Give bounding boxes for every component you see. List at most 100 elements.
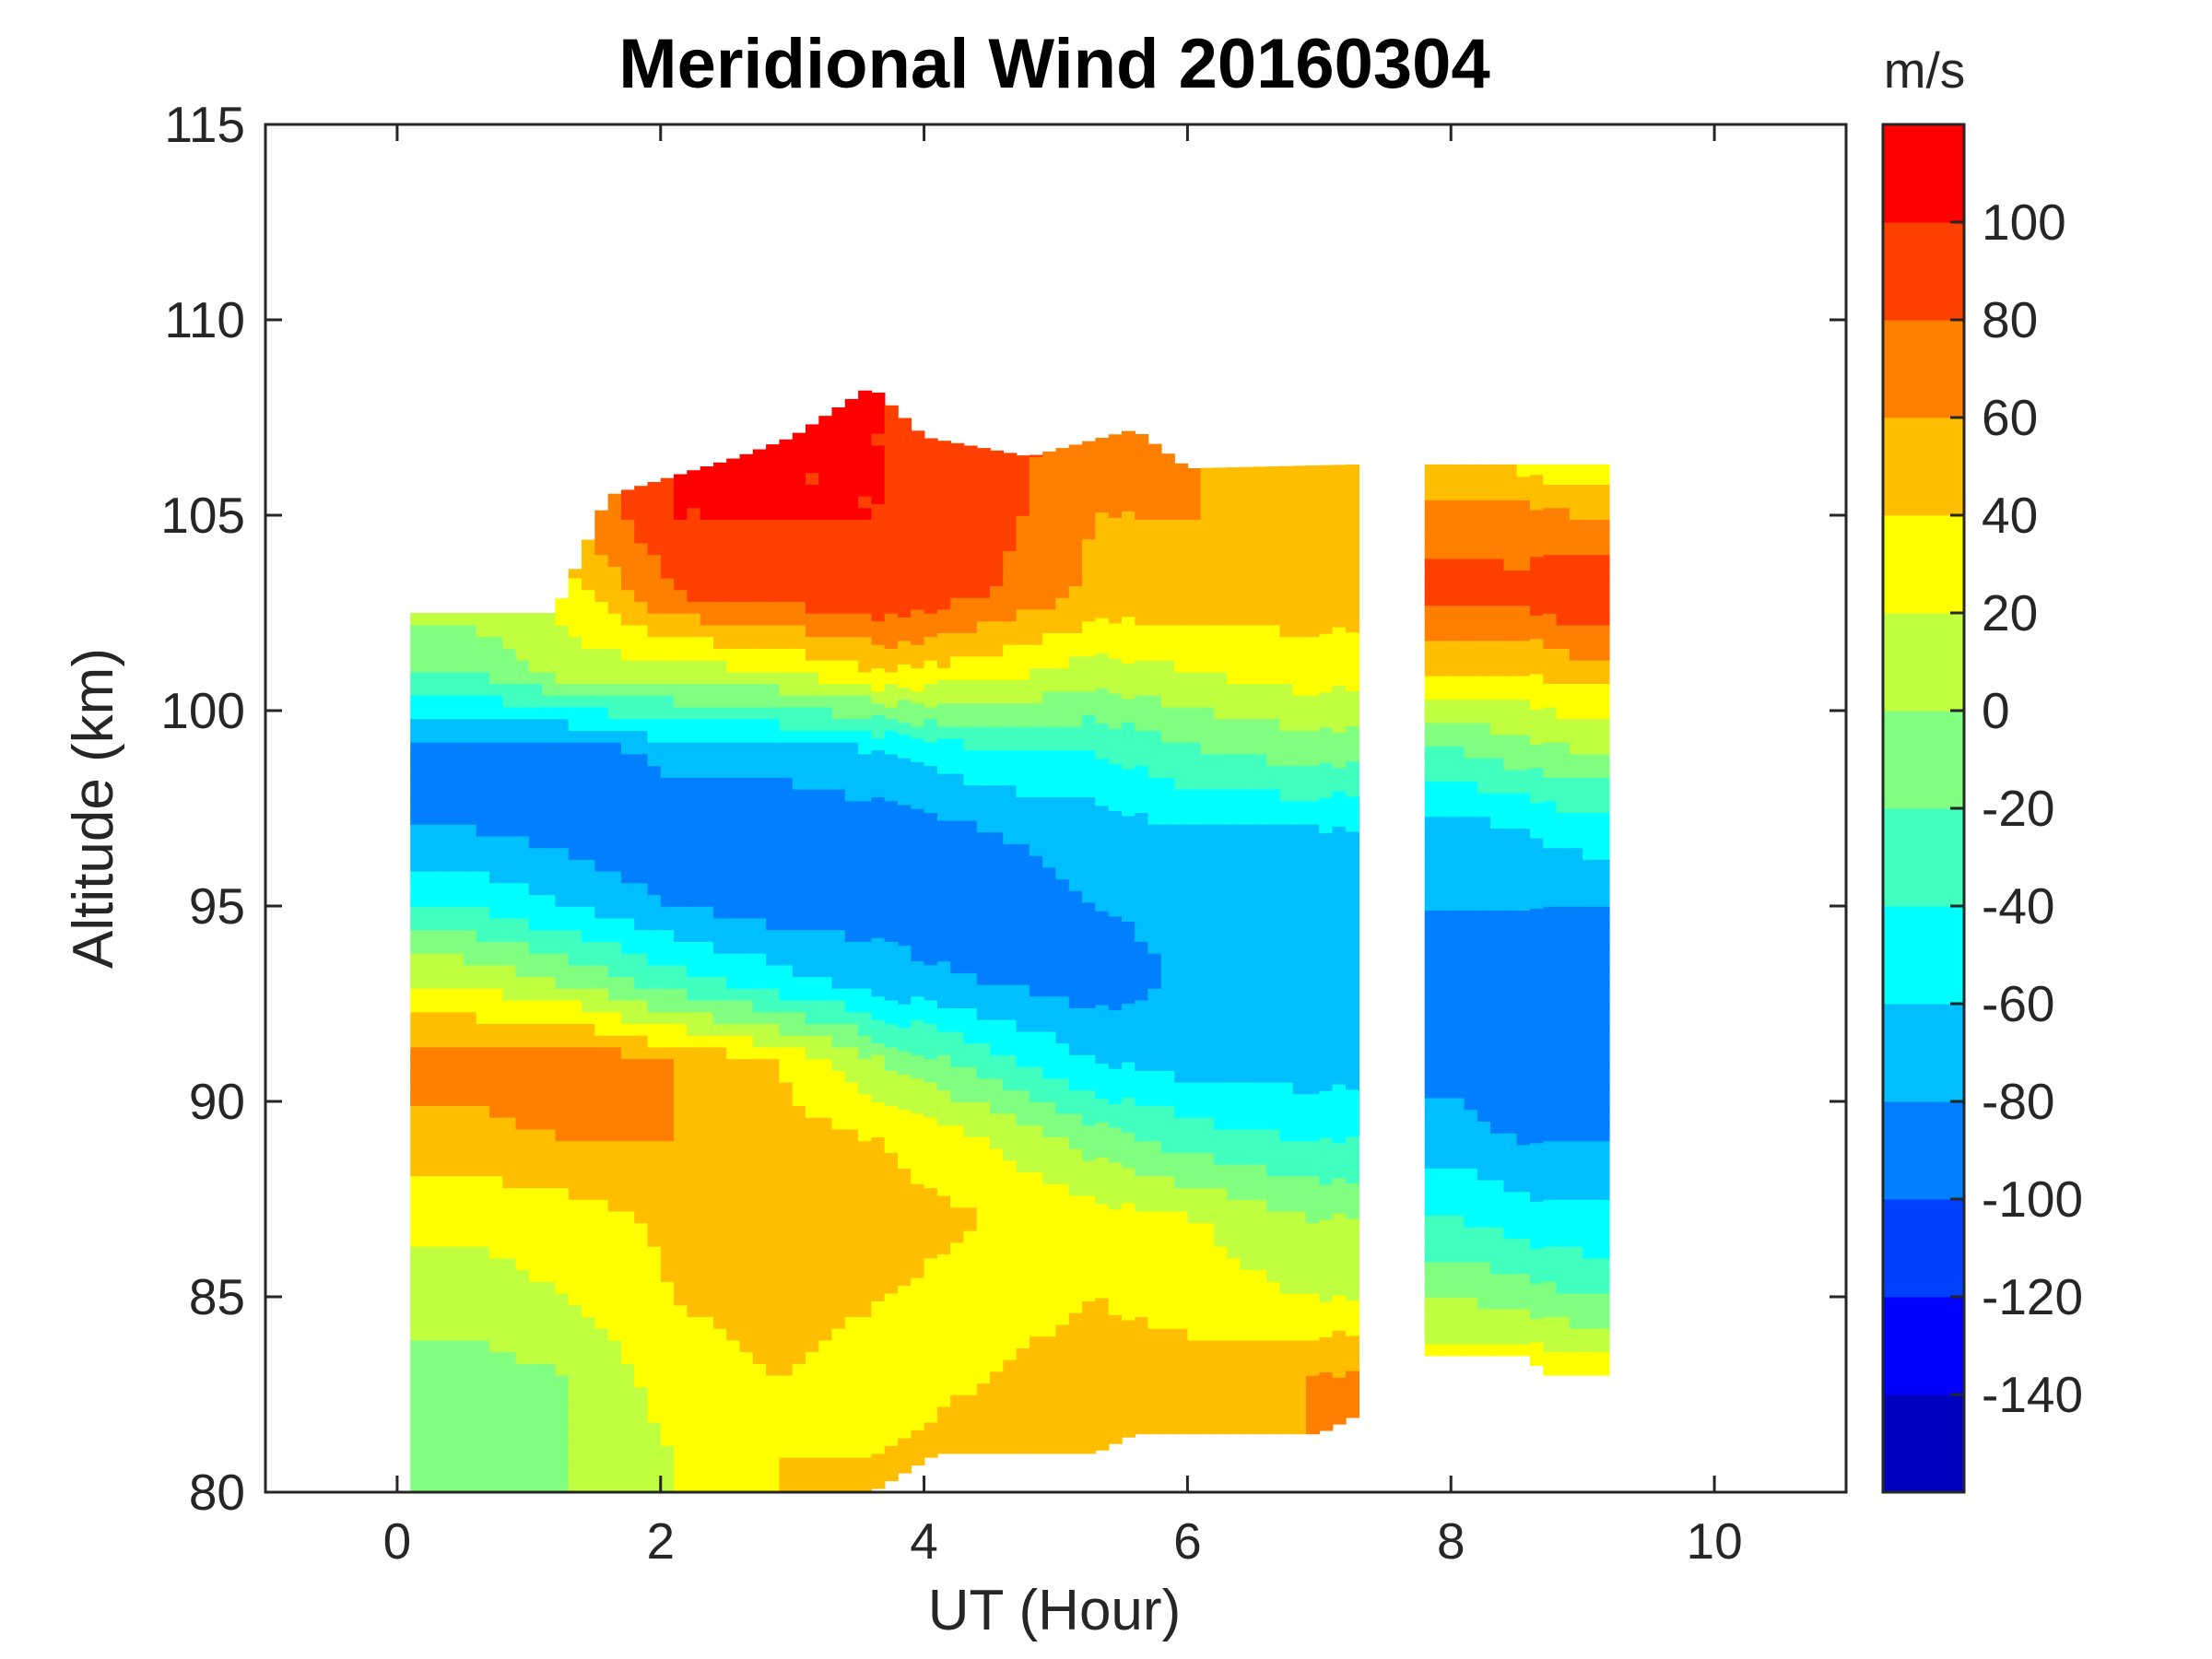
contour-cell: [858, 1234, 873, 1247]
contour-cell: [1108, 1079, 1123, 1093]
contour-cell: [884, 870, 899, 884]
contour-cell: [410, 1245, 425, 1259]
contour-cell: [502, 1245, 517, 1259]
contour-cell: [436, 1117, 451, 1130]
contour-cell: [818, 1011, 833, 1024]
contour-cell: [924, 1117, 938, 1130]
contour-cell: [884, 519, 899, 532]
contour-cell: [463, 1292, 477, 1306]
contour-cell: [568, 1046, 582, 1060]
contour-cell: [792, 432, 806, 438]
contour-cell: [1042, 1335, 1057, 1348]
contour-cell: [858, 1351, 873, 1364]
contour-cell: [779, 1456, 794, 1470]
contour-cell: [871, 1101, 886, 1114]
contour-cell: [489, 1410, 504, 1423]
contour-cell: [963, 972, 978, 985]
contour-cell: [647, 1140, 662, 1153]
contour-cell: [660, 1304, 675, 1317]
contour-cell: [1016, 1019, 1030, 1032]
contour-cell: [766, 531, 781, 544]
contour-cell: [844, 929, 859, 942]
contour-cell: [726, 1222, 741, 1235]
contour-cell: [1003, 1183, 1018, 1196]
contour-cell: [674, 906, 688, 919]
contour-cell: [1147, 1281, 1162, 1294]
contour-cell: [1029, 1077, 1043, 1091]
contour-cell: [950, 632, 965, 645]
contour-cell: [752, 1105, 767, 1118]
contour-cell: [792, 753, 806, 767]
contour-cell: [858, 448, 873, 462]
contour-cell: [568, 648, 582, 661]
contour-cell: [779, 613, 794, 626]
contour-cell: [515, 695, 530, 708]
contour-cell: [1068, 1218, 1083, 1231]
contour-cell: [871, 585, 886, 598]
contour-cell: [884, 847, 899, 860]
contour-cell: [779, 484, 794, 497]
contour-cell: [818, 416, 833, 427]
contour-cell: [844, 765, 859, 778]
contour-cell: [871, 503, 886, 516]
contour-cell: [1082, 479, 1097, 493]
contour-cell: [542, 695, 557, 708]
contour-cell: [726, 1234, 741, 1247]
contour-cell: [976, 819, 991, 833]
contour-cell: [1068, 479, 1083, 493]
contour-cell: [515, 659, 530, 673]
contour-cell: [423, 1456, 438, 1470]
contour-cell: [792, 730, 806, 743]
contour-cell: [792, 448, 806, 462]
contour-cell: [1016, 632, 1030, 645]
contour-cell: [1147, 1351, 1162, 1364]
contour-cell: [700, 1222, 714, 1235]
contour-cell: [924, 1421, 938, 1435]
contour-cell: [726, 507, 741, 520]
contour-cell: [898, 1097, 912, 1111]
contour-cell: [806, 1480, 820, 1493]
contour-cell: [884, 448, 899, 462]
contour-cell: [607, 1117, 622, 1130]
contour-cell: [568, 812, 582, 825]
contour-cell: [858, 788, 873, 802]
contour-cell: [463, 706, 477, 720]
contour-cell: [674, 753, 688, 767]
contour-cell: [712, 1480, 727, 1493]
contour-cell: [555, 1046, 570, 1060]
contour-cell: [1095, 453, 1110, 466]
contour-cell: [528, 988, 543, 1001]
contour-cell: [634, 741, 649, 755]
contour-cell: [634, 648, 649, 661]
contour-cell: [1095, 887, 1110, 900]
contour-cell: [582, 835, 596, 849]
contour-cell: [1055, 679, 1070, 692]
contour-cell: [568, 929, 582, 942]
contour-cell: [660, 1386, 675, 1399]
contour-cell: [1029, 1253, 1043, 1266]
contour-cell: [1108, 540, 1123, 554]
contour-cell: [936, 901, 951, 915]
contour-cell: [831, 1386, 846, 1399]
contour-cell: [700, 636, 714, 649]
contour-cell: [423, 718, 438, 731]
contour-cell: [1029, 1335, 1043, 1348]
contour-cell: [990, 1324, 1005, 1337]
contour-cell: [1108, 868, 1123, 882]
contour-cell: [911, 726, 925, 739]
contour-cell: [647, 1234, 662, 1247]
contour-cell: [1147, 671, 1162, 685]
contour-cell: [1160, 542, 1175, 556]
contour-cell: [831, 531, 846, 544]
contour-cell: [594, 624, 609, 638]
contour-cell: [871, 393, 886, 399]
contour-cell: [1122, 757, 1136, 770]
contour-cell: [674, 1105, 688, 1118]
contour-cell: [831, 683, 846, 696]
contour-cell: [792, 1269, 806, 1282]
contour-cell: [700, 531, 714, 544]
contour-cell: [898, 886, 912, 900]
contour-cell: [1055, 585, 1070, 598]
contour-cell: [700, 648, 714, 661]
contour-cell: [752, 882, 767, 896]
